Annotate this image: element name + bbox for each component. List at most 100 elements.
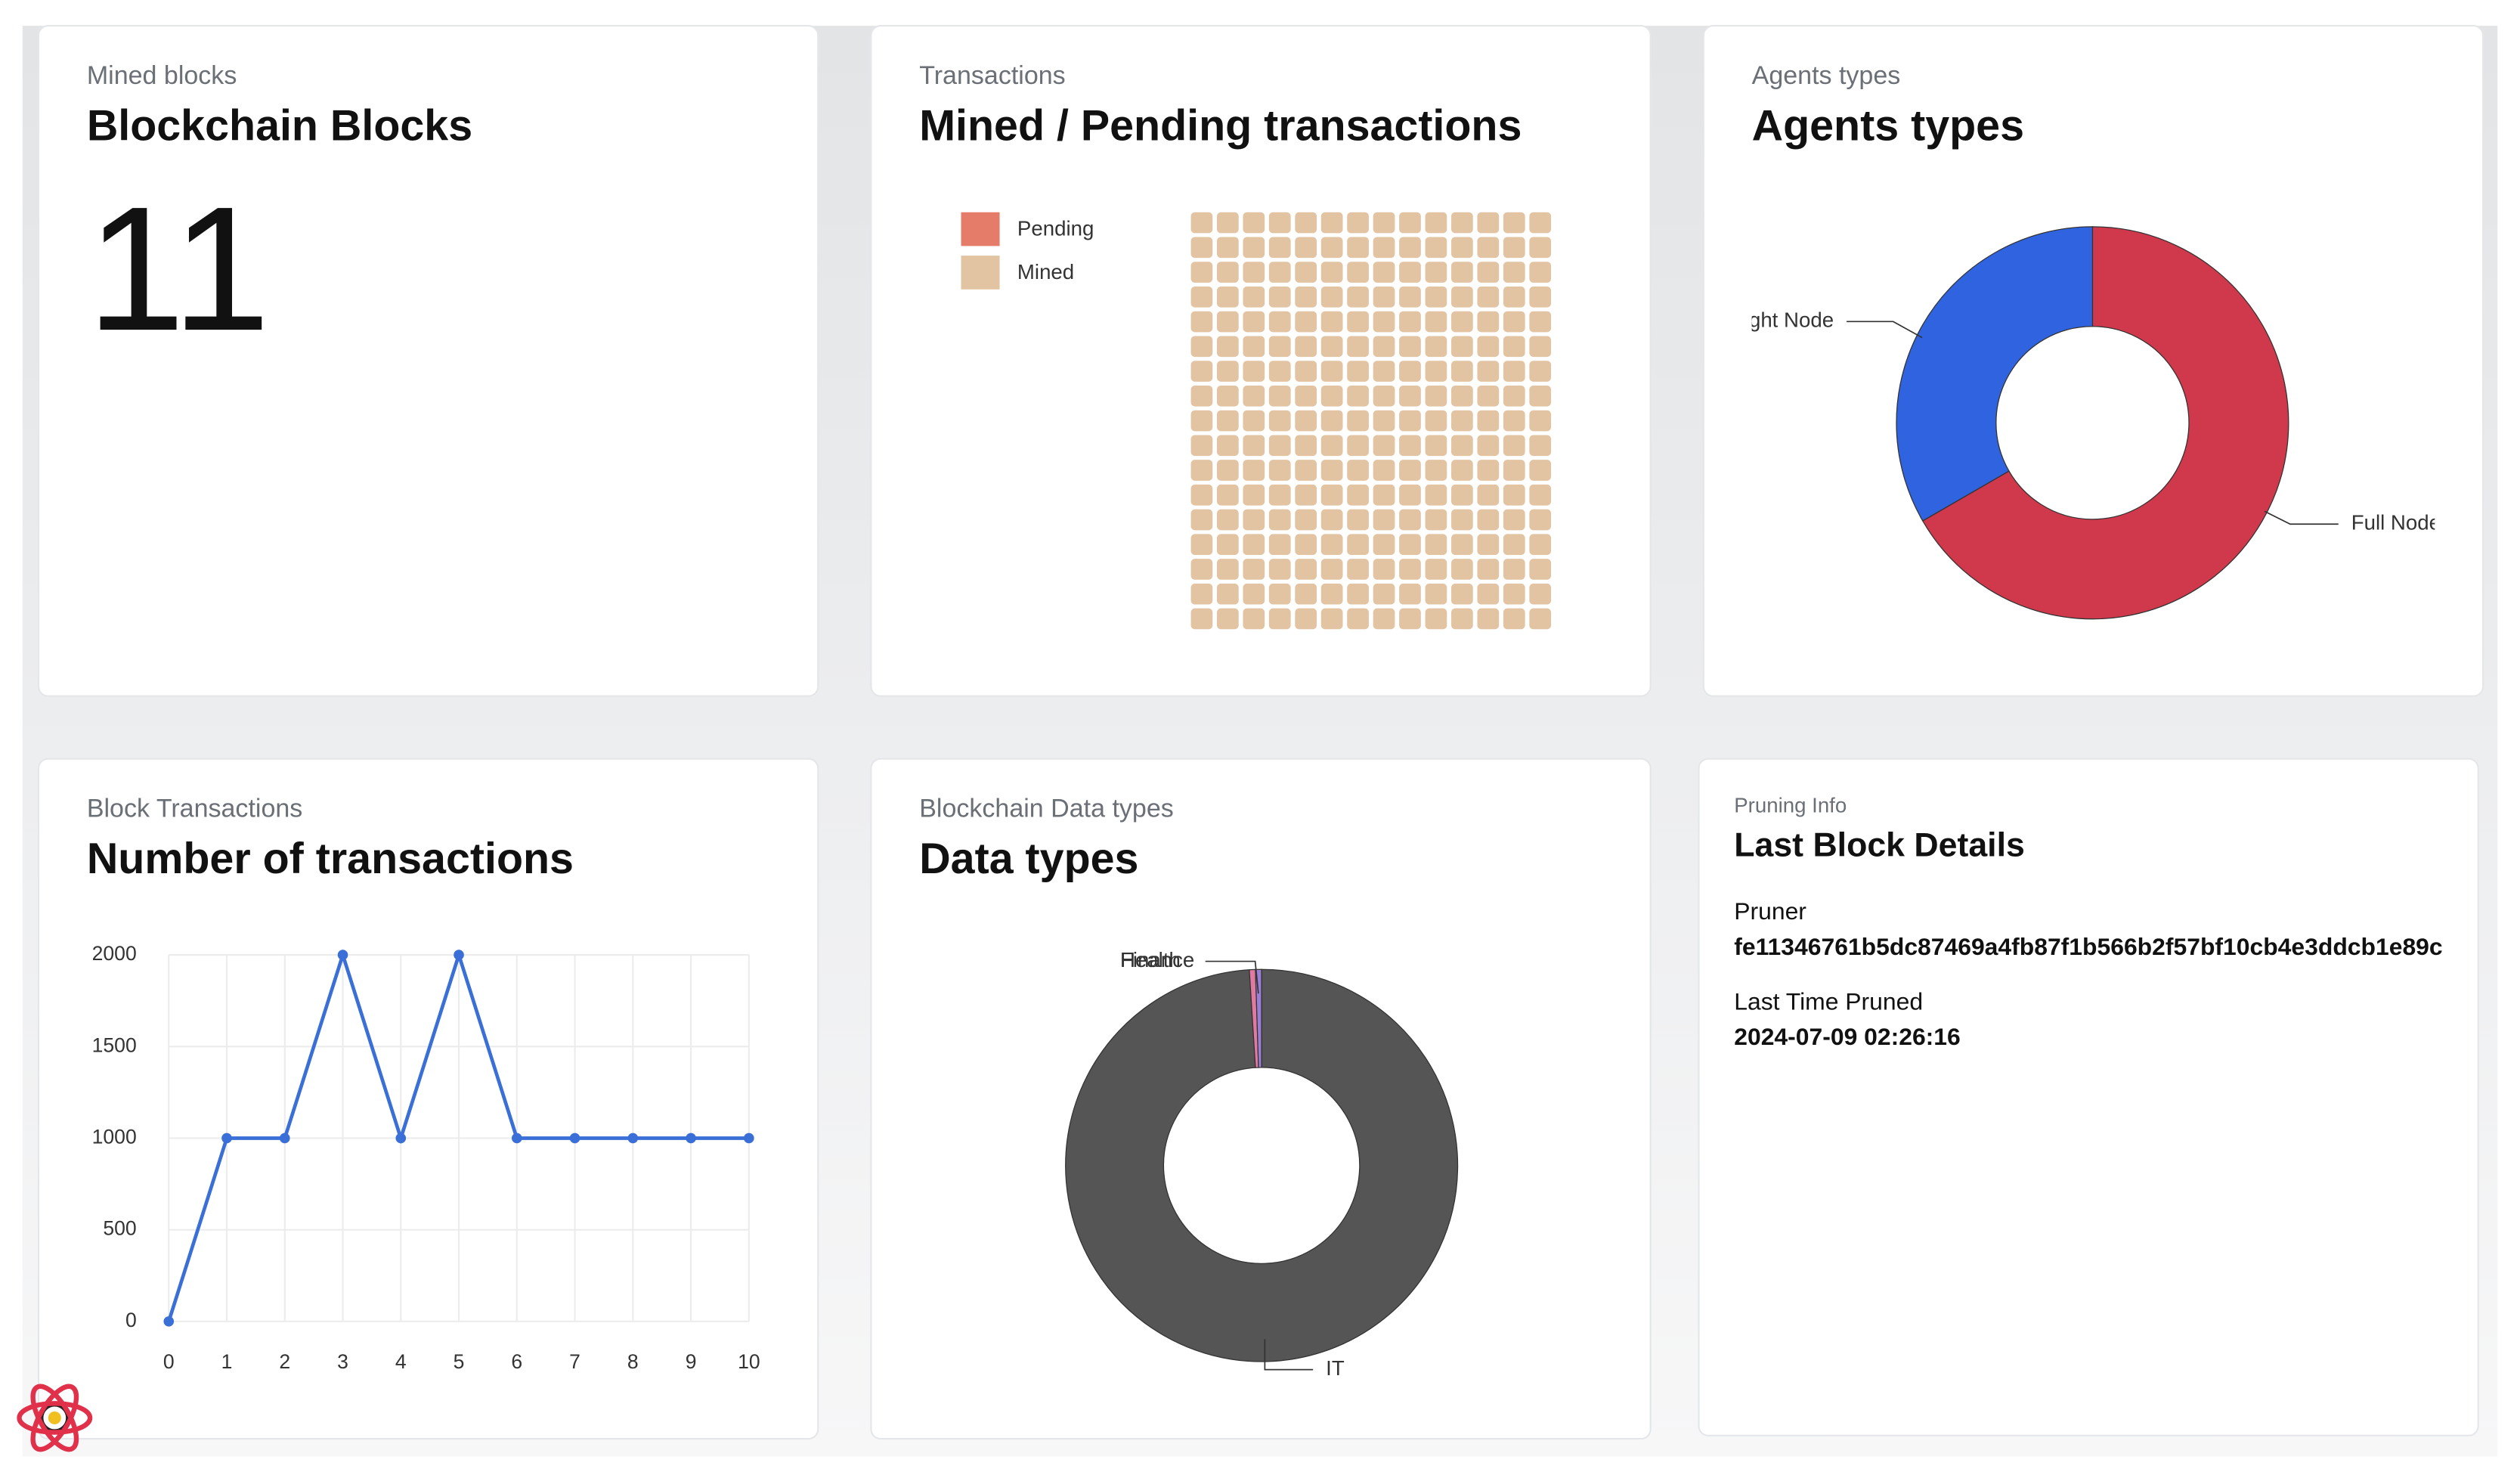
waffle-cell [1295, 534, 1317, 556]
waffle-cell [1503, 509, 1525, 531]
data-point [395, 1133, 407, 1144]
card-subtitle: Mined blocks [87, 61, 237, 90]
waffle-cell [1477, 460, 1500, 481]
data-point [744, 1133, 754, 1144]
waffle-cell [1503, 361, 1525, 382]
card-subtitle: Agents types [1752, 61, 1901, 90]
waffle-cell [1217, 484, 1239, 506]
waffle-cell [1268, 460, 1291, 481]
waffle-cell [1399, 385, 1421, 407]
waffle-cell [1373, 286, 1395, 308]
waffle-cell [1451, 435, 1473, 457]
waffle-cell [1477, 484, 1500, 506]
field-label: Pruner [1734, 897, 1806, 925]
waffle-cell [1373, 361, 1395, 382]
waffle-cell [1217, 410, 1239, 432]
waffle-cell [1373, 311, 1395, 333]
waffle-cell [1243, 583, 1265, 605]
waffle-cell [1373, 435, 1395, 457]
slice-label: Light Node [1732, 308, 1834, 332]
waffle-cell [1217, 509, 1239, 531]
waffle-cell [1477, 361, 1500, 382]
waffle-cell [1217, 262, 1239, 283]
waffle-cell [1347, 460, 1369, 481]
donut-slice [1065, 968, 1459, 1362]
donut-slice [1255, 968, 1262, 1068]
waffle-cell [1477, 336, 1500, 358]
waffle-cell [1268, 286, 1291, 308]
waffle-cell [1529, 509, 1552, 531]
waffle-cell [1190, 410, 1213, 432]
waffle-cell [1425, 534, 1447, 556]
waffle-cell [1399, 484, 1421, 506]
waffle-cell [1320, 484, 1343, 506]
waffle-cell [1190, 484, 1213, 506]
x-tick-label: 10 [738, 1350, 760, 1373]
waffle-cell [1217, 361, 1239, 382]
waffle-cell [1295, 410, 1317, 432]
waffle-cell [1477, 311, 1500, 333]
waffle-cell [1529, 484, 1552, 506]
waffle-cell [1243, 484, 1265, 506]
waffle-cell [1243, 286, 1265, 308]
waffle-cell [1295, 608, 1317, 630]
leader-line [2264, 510, 2339, 525]
waffle-cell [1503, 336, 1525, 358]
waffle-cell [1425, 385, 1447, 407]
waffle-cell [1451, 385, 1473, 407]
card-title: Data types [919, 835, 1138, 883]
waffle-cell [1529, 262, 1552, 283]
waffle-cell [1320, 583, 1343, 605]
waffle-cell [1268, 410, 1291, 432]
card [1702, 25, 2484, 697]
waffle-cell [1217, 212, 1239, 234]
waffle-cell [1320, 608, 1343, 630]
waffle-cell [1320, 435, 1343, 457]
waffle-cell [1268, 385, 1291, 407]
waffle-cell [1347, 435, 1369, 457]
leader-line [1847, 321, 1923, 339]
waffle-cell [1503, 410, 1525, 432]
waffle-cell [1373, 608, 1395, 630]
waffle-cell [1243, 237, 1265, 259]
data-point [627, 1133, 639, 1144]
waffle-cell [1217, 608, 1239, 630]
waffle-cell [1503, 559, 1525, 580]
card-title: Blockchain Blocks [87, 101, 472, 150]
waffle-cell [1503, 212, 1525, 234]
waffle-cell [1399, 237, 1421, 259]
card [1698, 758, 2479, 1436]
waffle-cell [1295, 286, 1317, 308]
data-point [279, 1133, 290, 1144]
waffle-cell [1243, 559, 1265, 580]
waffle-cell [1268, 435, 1291, 457]
waffle-cell [1451, 361, 1473, 382]
waffle-cell [1451, 509, 1473, 531]
waffle-cell [1477, 212, 1500, 234]
waffle-cell [1373, 385, 1395, 407]
waffle-cell [1529, 410, 1552, 432]
waffle-cell [1295, 559, 1317, 580]
cards: Mined blocks Blockchain Blocks Transaction… [37, 25, 2484, 1440]
waffle-cell [1425, 237, 1447, 259]
waffle-cell [1217, 460, 1239, 481]
waffle-cell [1373, 336, 1395, 358]
x-tick-label: 2 [279, 1350, 290, 1373]
waffle-cell [1295, 435, 1317, 457]
waffle-cell [1217, 583, 1239, 605]
waffle-cell [1190, 212, 1213, 234]
waffle-cell [1425, 559, 1447, 580]
waffle-cell [1295, 484, 1317, 506]
waffle-cell [1347, 484, 1369, 506]
waffle-cell [1190, 385, 1213, 407]
waffle-cell [1268, 237, 1291, 259]
y-tick-label: 2000 [92, 942, 137, 965]
waffle-cell [1425, 484, 1447, 506]
waffle-cell [1320, 410, 1343, 432]
waffle-cell [1347, 212, 1369, 234]
waffle-cell [1268, 311, 1291, 333]
waffle-cell [1295, 583, 1317, 605]
waffle-cell [1347, 385, 1369, 407]
